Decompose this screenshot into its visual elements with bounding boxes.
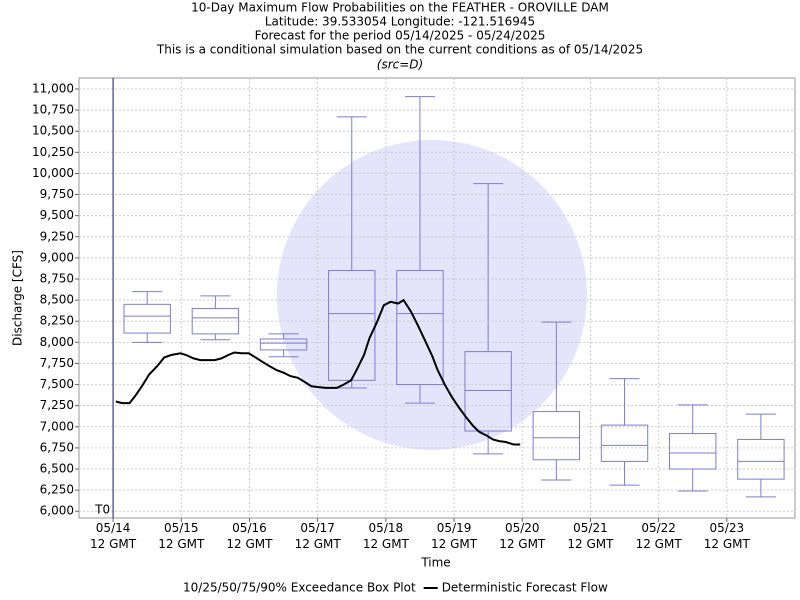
x-tick-line: 12 GMT bbox=[499, 537, 546, 551]
x-tick-line: 05/18 bbox=[369, 521, 404, 535]
y-tick-label: 6,750 bbox=[40, 440, 74, 454]
x-tick-line: 05/23 bbox=[710, 521, 745, 535]
y-tick-label: 6,500 bbox=[40, 462, 74, 476]
y-tick-label: 9,750 bbox=[40, 187, 74, 201]
box bbox=[737, 438, 785, 480]
subtitle: This is a conditional simulation based o… bbox=[156, 43, 643, 57]
x-tick-line: 05/21 bbox=[573, 521, 608, 535]
y-tick-label: 9,250 bbox=[40, 229, 74, 243]
x-tick-line: 12 GMT bbox=[704, 537, 751, 551]
x-tick-label: 05/19 12 GMT bbox=[431, 521, 478, 551]
x-tick-line: 05/22 bbox=[641, 521, 676, 535]
x-axis-label: Time bbox=[420, 556, 450, 570]
legend-label: 10/25/50/75/90% Exceedance Box Plot bbox=[183, 581, 416, 595]
y-tick-label: 10,000 bbox=[32, 166, 74, 180]
source: (src=D) bbox=[377, 58, 423, 72]
box bbox=[532, 411, 581, 461]
box bbox=[600, 424, 649, 462]
y-tick-label: 8,500 bbox=[40, 293, 74, 307]
y-tick-label: 10,750 bbox=[32, 103, 74, 117]
y-axis-label: Discharge [CFS] bbox=[11, 250, 25, 346]
x-tick-line: 05/16 bbox=[232, 521, 267, 535]
y-tick-label: 8,250 bbox=[40, 314, 74, 328]
y-tick-label: 11,000 bbox=[32, 81, 74, 95]
x-tick-line: 05/20 bbox=[505, 521, 540, 535]
x-tick-label: 05/23 12 GMT bbox=[704, 521, 751, 551]
subtitle: Forecast for the period 05/14/2025 - 05/… bbox=[255, 29, 546, 43]
box bbox=[259, 338, 308, 351]
x-tick-label: 05/16 12 GMT bbox=[226, 521, 273, 551]
y-tick-label: 7,750 bbox=[40, 356, 74, 370]
x-tick-line: 05/14 bbox=[96, 521, 131, 535]
legend-label: Deterministic Forecast Flow bbox=[442, 581, 608, 595]
y-tick-label: 6,250 bbox=[40, 483, 74, 497]
x-tick-line: 12 GMT bbox=[431, 537, 478, 551]
x-tick-label: 05/22 12 GMT bbox=[636, 521, 683, 551]
box bbox=[396, 270, 444, 386]
y-tick-label: 9,000 bbox=[40, 250, 74, 264]
x-tick-label: 05/14 12 GMT bbox=[90, 521, 137, 551]
subtitle: Latitude: 39.533054 Longitude: -121.5169… bbox=[265, 15, 535, 29]
y-tick-label: 10,500 bbox=[32, 124, 74, 138]
x-tick-label: 05/17 12 GMT bbox=[295, 521, 342, 551]
y-tick-label: 7,500 bbox=[40, 377, 74, 391]
x-tick-line: 12 GMT bbox=[363, 537, 410, 551]
x-tick-label: 05/20 12 GMT bbox=[499, 521, 546, 551]
plot-area bbox=[78, 77, 796, 519]
x-tick-line: 05/17 bbox=[300, 521, 335, 535]
x-tick-line: 05/15 bbox=[164, 521, 199, 535]
box bbox=[123, 303, 171, 334]
x-tick-line: 12 GMT bbox=[567, 537, 614, 551]
forecast-line bbox=[115, 298, 521, 446]
y-tick-label: 8,000 bbox=[40, 335, 74, 349]
y-tick-label: 7,250 bbox=[40, 398, 74, 412]
y-tick-label: 6,000 bbox=[40, 504, 74, 518]
y-tick-label: 8,750 bbox=[40, 271, 74, 285]
x-tick-line: 12 GMT bbox=[295, 537, 342, 551]
x-tick-line: 12 GMT bbox=[158, 537, 205, 551]
y-tick-label: 9,500 bbox=[40, 208, 74, 222]
x-tick-line: 12 GMT bbox=[226, 537, 273, 551]
y-tick-label: 7,000 bbox=[40, 419, 74, 433]
x-tick-label: 05/18 12 GMT bbox=[363, 521, 410, 551]
chart-title: 10-Day Maximum Flow Probabilities on the… bbox=[191, 1, 609, 15]
box bbox=[191, 308, 240, 335]
x-tick-label: 05/15 12 GMT bbox=[158, 521, 205, 551]
x-tick-line: 12 GMT bbox=[636, 537, 683, 551]
x-tick-line: 05/19 bbox=[437, 521, 472, 535]
y-tick-label: 10,250 bbox=[32, 145, 74, 159]
box bbox=[669, 433, 717, 470]
box bbox=[464, 351, 512, 432]
x-tick-line: 12 GMT bbox=[90, 537, 137, 551]
x-tick-label: 05/21 12 GMT bbox=[567, 521, 614, 551]
t0-label: T0 bbox=[94, 503, 110, 517]
